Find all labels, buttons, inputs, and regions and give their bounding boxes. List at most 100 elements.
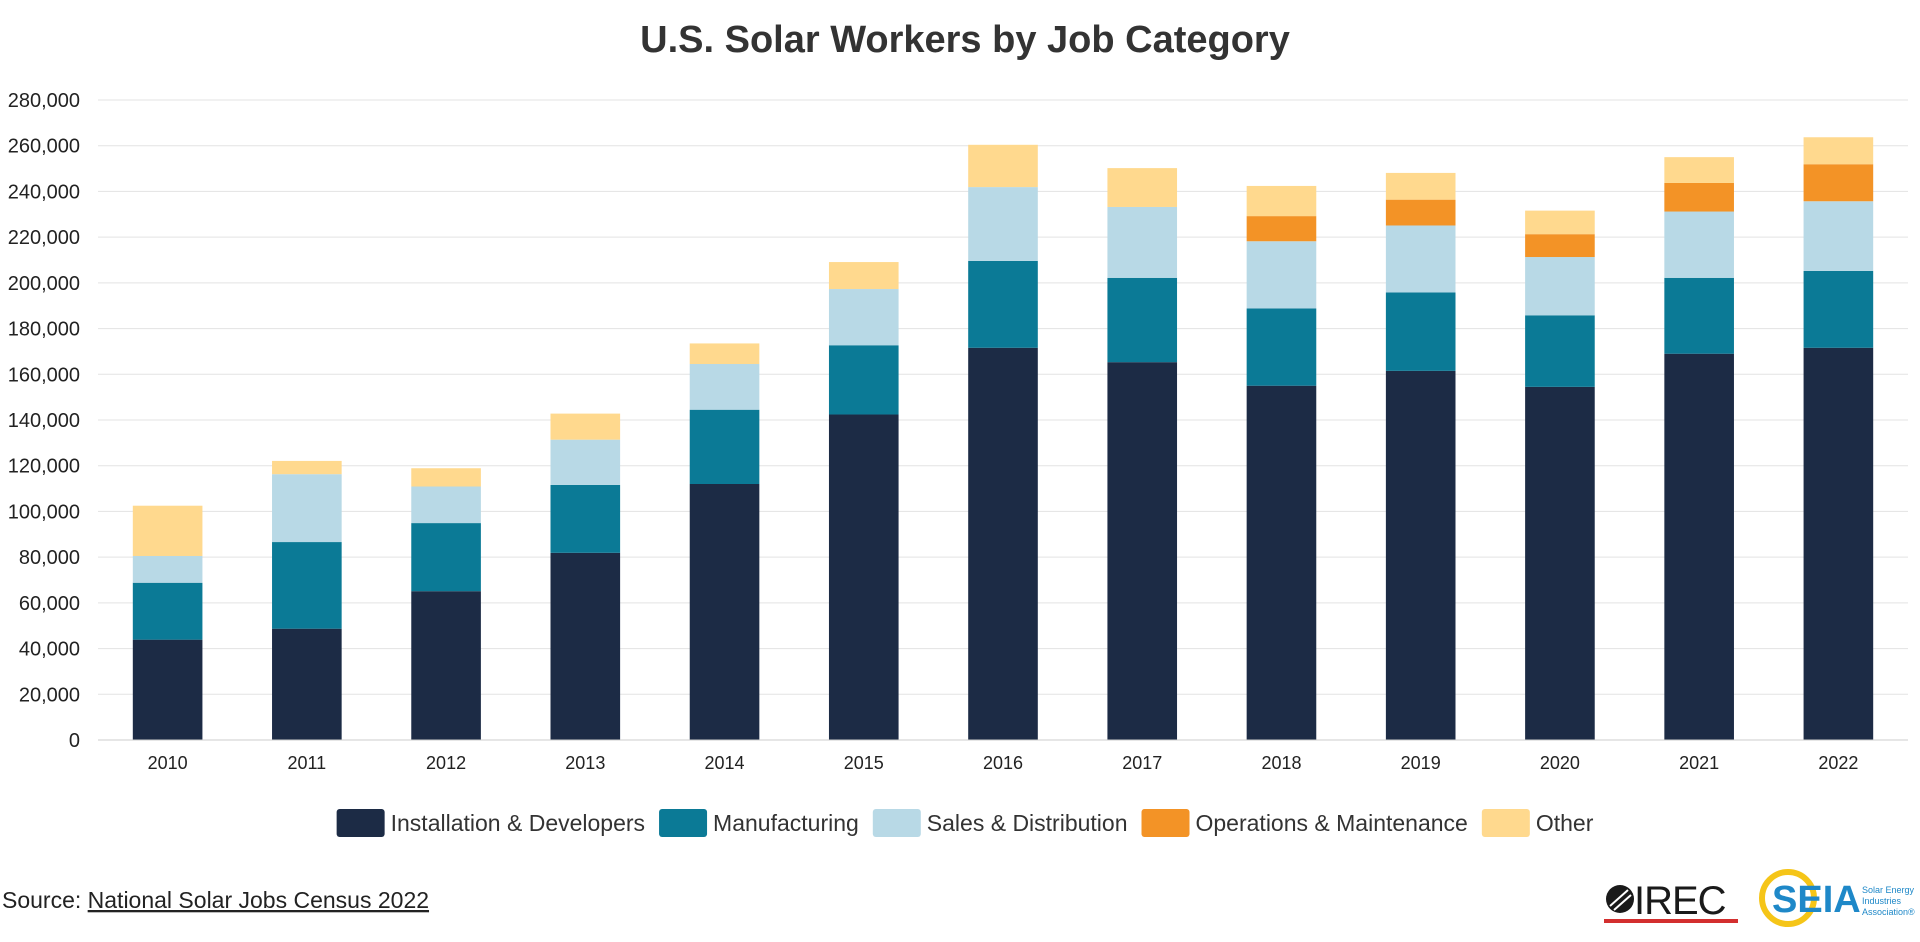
x-tick-label: 2016 xyxy=(983,753,1023,773)
y-tick-label: 260,000 xyxy=(8,136,80,158)
bar-stack-2010 xyxy=(132,505,203,740)
bar-segment xyxy=(689,343,760,364)
bar-segment xyxy=(1385,172,1456,200)
legend-item: Installation & Developers xyxy=(336,809,645,837)
y-tick-label: 40,000 xyxy=(19,639,80,661)
source-link[interactable]: National Solar Jobs Census 2022 xyxy=(88,887,429,913)
x-tick-label: 2015 xyxy=(844,753,884,773)
y-tick-label: 20,000 xyxy=(19,684,80,706)
x-tick-label: 2021 xyxy=(1679,753,1719,773)
bar-segment xyxy=(550,439,621,485)
bar-segment xyxy=(132,582,203,640)
x-tick-label: 2012 xyxy=(426,753,466,773)
bar-segment xyxy=(132,556,203,583)
bar-segment xyxy=(828,345,899,415)
legend-label: Manufacturing xyxy=(713,810,859,836)
bar-segment xyxy=(1803,164,1874,202)
seia-logo-text: SEIA xyxy=(1772,879,1861,921)
y-tick-label: 160,000 xyxy=(8,364,80,386)
bar-segment xyxy=(968,260,1038,348)
y-axis-ticks: 0 20,000 40,000 60,000 80,000 100,000 120,000 1… xyxy=(8,90,80,752)
bar-segment xyxy=(550,484,621,553)
bar-stack-2021 xyxy=(1664,157,1734,740)
legend-swatch xyxy=(659,809,708,837)
source-note: Source: National Solar Jobs Census 2022 xyxy=(2,887,429,913)
bar-segment xyxy=(1525,210,1595,235)
x-tick-label: 2014 xyxy=(705,753,745,773)
irec-logo: IREC xyxy=(1604,879,1738,923)
legend-swatch xyxy=(1141,809,1190,837)
bar-segment xyxy=(1803,270,1874,348)
bar-segment xyxy=(272,460,342,475)
x-tick-label: 2013 xyxy=(565,753,605,773)
bar-segment xyxy=(550,413,621,440)
bar-segment xyxy=(272,628,342,740)
bar-segment xyxy=(1803,201,1874,271)
legend-item: Manufacturing xyxy=(659,809,859,837)
bar-segment xyxy=(1525,315,1595,387)
legend-swatch xyxy=(336,809,385,837)
bar-stack-2020 xyxy=(1525,210,1595,740)
bar-segment xyxy=(411,591,481,740)
legend-item: Other xyxy=(1481,809,1594,837)
bar-segment xyxy=(1664,353,1734,740)
bar-segment xyxy=(411,486,481,524)
bar-stack-2012 xyxy=(411,468,481,740)
seia-logo: SEIA Solar Energy Industries Association… xyxy=(1759,869,1915,927)
x-tick-label: 2011 xyxy=(287,753,326,773)
y-tick-label: 0 xyxy=(69,730,80,752)
legend-label: Other xyxy=(1536,810,1594,836)
y-tick-label: 140,000 xyxy=(8,410,80,432)
x-axis-ticks: 2010 2011 2012 2013 2014 2015 2016 2017 2018 2019… xyxy=(148,753,1859,773)
bar-segment xyxy=(411,523,481,592)
bar-segment xyxy=(1664,157,1734,183)
source-prefix: Source: xyxy=(2,887,88,913)
bar-segment xyxy=(1525,257,1595,316)
bar-segment xyxy=(1107,362,1178,740)
irec-sun-icon xyxy=(1606,885,1634,913)
irec-logo-text: IREC xyxy=(1634,879,1726,923)
bar-segment xyxy=(411,468,481,487)
bar-segment xyxy=(968,347,1038,740)
bar-segment xyxy=(1246,385,1317,740)
bar-segment xyxy=(1385,370,1456,740)
seia-tagline-3: Association® xyxy=(1862,907,1915,917)
y-tick-label: 100,000 xyxy=(8,501,80,523)
bar-stack-2016 xyxy=(968,144,1038,740)
bar-segment xyxy=(828,289,899,346)
bar-segment xyxy=(550,552,621,740)
y-tick-label: 80,000 xyxy=(19,547,80,569)
bar-stack-2013 xyxy=(550,413,621,740)
bars xyxy=(132,137,1874,740)
bar-segment xyxy=(1664,182,1734,212)
legend-swatch xyxy=(1481,809,1530,837)
x-tick-label: 2022 xyxy=(1818,753,1858,773)
y-tick-label: 60,000 xyxy=(19,593,80,615)
bar-segment xyxy=(828,262,899,290)
bar-segment xyxy=(968,144,1038,188)
bar-segment xyxy=(1664,211,1734,278)
svg-text:Source: National Solar Jobs Ce: Source: National Solar Jobs Census 2022 xyxy=(2,887,429,913)
x-tick-label: 2020 xyxy=(1540,753,1580,773)
seia-sun-ring-icon xyxy=(1759,869,1817,927)
y-tick-label: 220,000 xyxy=(8,227,80,249)
y-tick-label: 120,000 xyxy=(8,456,80,478)
bar-segment xyxy=(1107,277,1178,363)
bar-segment xyxy=(1385,225,1456,293)
bar-segment xyxy=(689,484,760,740)
chart-title: U.S. Solar Workers by Job Category xyxy=(640,19,1290,61)
bar-stack-2015 xyxy=(828,262,899,740)
y-tick-label: 180,000 xyxy=(8,319,80,341)
x-tick-label: 2019 xyxy=(1401,753,1441,773)
bar-segment xyxy=(1803,137,1874,165)
legend-label: Installation & Developers xyxy=(391,810,645,836)
seia-tagline-1: Solar Energy xyxy=(1862,885,1915,895)
legend-label: Operations & Maintenance xyxy=(1196,810,1468,836)
legend-swatch xyxy=(872,809,921,837)
bar-segment xyxy=(689,364,760,410)
bar-segment xyxy=(1107,206,1178,278)
legend-item: Operations & Maintenance xyxy=(1141,809,1468,837)
bar-stack-2017 xyxy=(1107,168,1178,740)
irec-underline xyxy=(1604,919,1738,923)
